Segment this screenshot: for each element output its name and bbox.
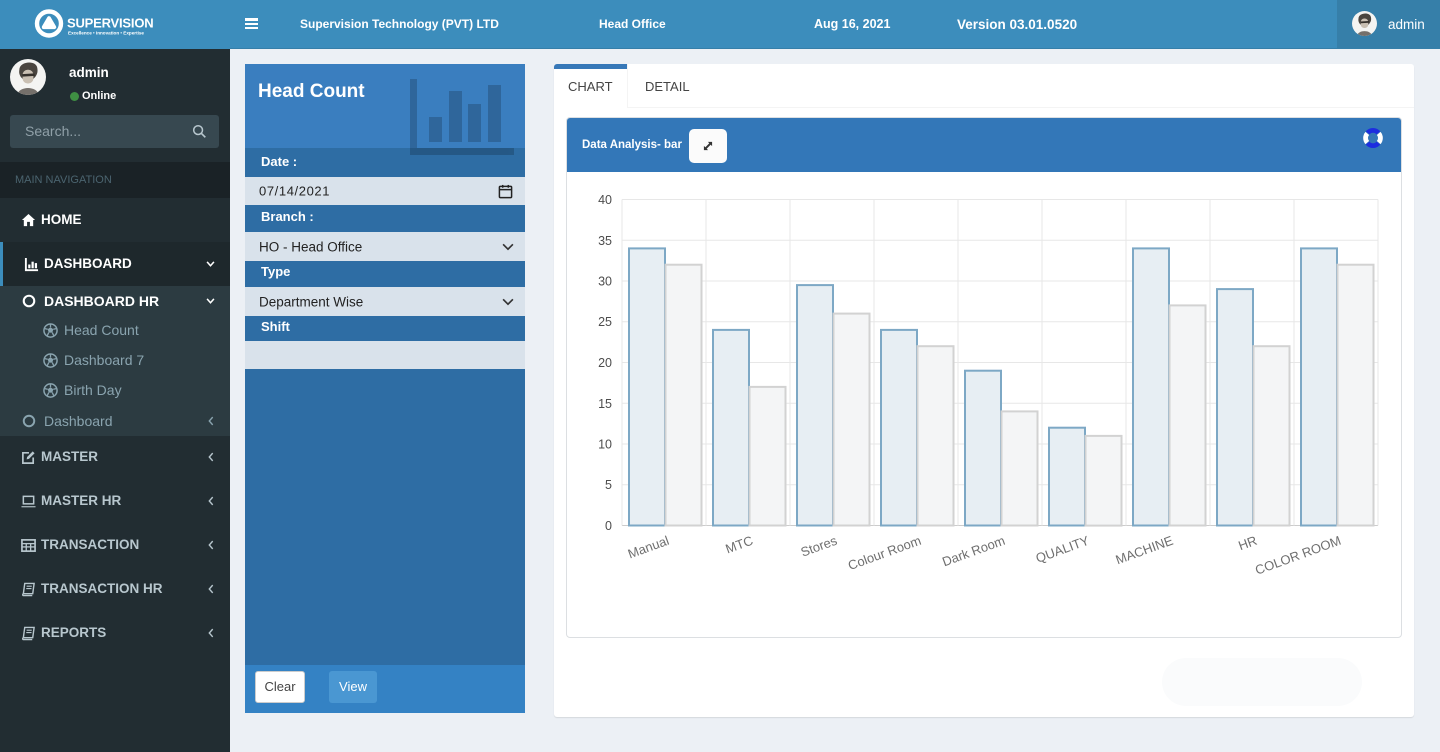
svg-text:QUALITY: QUALITY <box>1034 533 1092 566</box>
svg-text:20: 20 <box>598 356 612 370</box>
svg-text:10: 10 <box>598 438 612 452</box>
svg-text:25: 25 <box>598 315 612 329</box>
svg-text:HR: HR <box>1236 533 1259 554</box>
svg-text:0: 0 <box>605 519 612 533</box>
svg-text:Colour Room: Colour Room <box>846 533 923 573</box>
svg-text:35: 35 <box>598 234 612 248</box>
svg-text:15: 15 <box>598 397 612 411</box>
svg-text:Stores: Stores <box>799 533 840 560</box>
svg-text:30: 30 <box>598 275 612 289</box>
svg-text:COLOR ROOM: COLOR ROOM <box>1253 533 1343 578</box>
svg-text:Manual: Manual <box>626 533 671 562</box>
svg-text:Excellence • Innovation • Expe: Excellence • Innovation • Expertise <box>68 31 144 36</box>
svg-text:40: 40 <box>598 193 612 207</box>
svg-text:Dark Room: Dark Room <box>940 533 1007 570</box>
svg-text:MTC: MTC <box>723 533 755 557</box>
svg-text:5: 5 <box>605 478 612 492</box>
svg-text:SUPERVISION: SUPERVISION <box>67 16 153 31</box>
svg-text:MACHINE: MACHINE <box>1114 533 1176 568</box>
